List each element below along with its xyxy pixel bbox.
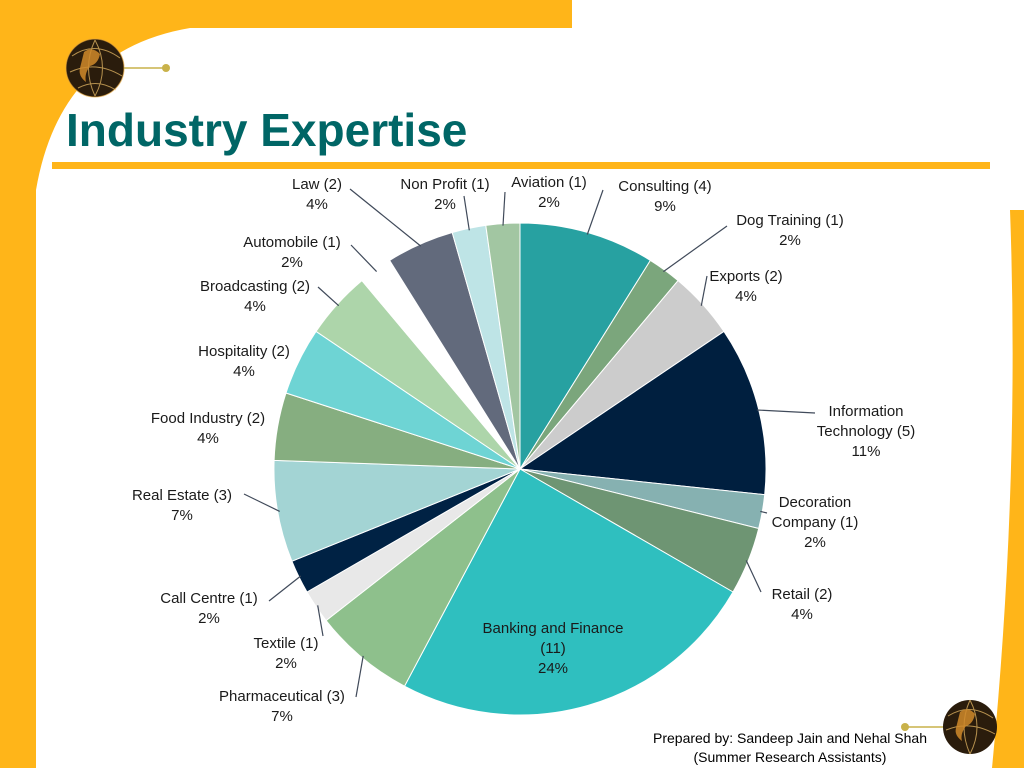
leader-line-automobile xyxy=(350,244,378,273)
data-label-name: (11) xyxy=(540,640,566,657)
pie-slices xyxy=(273,222,767,716)
data-label-percent: 4% xyxy=(735,288,757,305)
data-label-name: Banking and Finance xyxy=(483,620,624,637)
data-label-food-industry: Food Industry (2) 4% xyxy=(151,410,265,447)
data-label-percent: 7% xyxy=(171,507,193,524)
data-label-name: Hospitality (2) xyxy=(198,343,290,360)
data-label-consulting: Consulting (4) 9% xyxy=(618,178,711,215)
slide-title: Industry Expertise xyxy=(66,104,468,156)
data-label-name: Aviation (1) xyxy=(511,174,587,191)
data-label-percent: 2% xyxy=(779,232,801,249)
data-label-automobile: Automobile (1) 2% xyxy=(243,234,341,271)
leader-line-aviation xyxy=(502,191,506,226)
leader-line-call-centre xyxy=(268,575,302,602)
data-label-percent: 2% xyxy=(281,254,303,271)
data-label-banking-and-finance: Banking and Finance (11) 24% xyxy=(483,620,624,677)
data-label-name: Consulting (4) xyxy=(618,178,711,195)
globe-icon-body xyxy=(66,39,124,97)
data-label-name: Food Industry (2) xyxy=(151,410,265,427)
data-label-percent: 24% xyxy=(538,660,568,677)
data-label-name: Dog Training (1) xyxy=(736,212,844,229)
data-label-aviation: Aviation (1) 2% xyxy=(511,174,587,211)
leader-line-real-estate xyxy=(243,493,280,512)
data-label-percent: 4% xyxy=(791,606,813,623)
data-label-name: Non Profit (1) xyxy=(400,176,489,193)
data-label-pharmaceutical: Pharmaceutical (3) 7% xyxy=(219,688,345,725)
leader-lines xyxy=(243,188,816,698)
data-label-name: Technology (5) xyxy=(817,423,915,440)
footer-role: (Summer Research Assistants) xyxy=(693,749,887,765)
globe-icon-dot xyxy=(162,64,170,72)
data-label-non-profit: Non Profit (1) 2% xyxy=(400,176,489,213)
data-label-name: Retail (2) xyxy=(772,586,833,603)
data-label-name: Automobile (1) xyxy=(243,234,341,251)
globe-icon-footer-land xyxy=(955,709,975,741)
data-label-percent: 4% xyxy=(306,196,328,213)
slice-labels: Consulting (4) 9% Dog Training (1) 2% Export… xyxy=(132,174,915,725)
data-label-percent: 7% xyxy=(271,708,293,725)
data-label-decoration-company: Decoration Company (1) 2% xyxy=(772,494,859,551)
data-label-percent: 2% xyxy=(275,655,297,672)
data-label-exports: Exports (2) 4% xyxy=(709,268,782,305)
footer-credit: Prepared by: Sandeep Jain and Nehal Shah… xyxy=(560,729,1020,767)
leader-line-exports xyxy=(700,275,708,306)
data-label-broadcasting: Broadcasting (2) 4% xyxy=(200,278,310,315)
leader-line-information-technology xyxy=(756,409,816,414)
globe-icon-footer xyxy=(901,699,997,755)
leader-line-decoration-company xyxy=(760,510,768,514)
data-label-hospitality: Hospitality (2) 4% xyxy=(198,343,290,380)
left-accent-bar xyxy=(0,0,36,768)
pie-slice-banking-and-finance xyxy=(403,468,734,716)
data-label-percent: 11% xyxy=(852,443,881,460)
globe-icon-footer-dot xyxy=(901,723,909,731)
data-label-percent: 4% xyxy=(197,430,219,447)
data-label-percent: 2% xyxy=(198,610,220,627)
data-label-name: Company (1) xyxy=(772,514,859,531)
globe-icon-footer-body xyxy=(943,700,997,754)
data-label-retail: Retail (2) 4% xyxy=(772,586,833,623)
leader-line-dog-training xyxy=(663,225,728,273)
data-label-percent: 9% xyxy=(654,198,676,215)
data-label-real-estate: Real Estate (3) 7% xyxy=(132,487,232,524)
data-label-percent: 4% xyxy=(233,363,255,380)
data-label-percent: 4% xyxy=(244,298,266,315)
data-label-information-technology: Information Technology (5) 11% xyxy=(817,403,915,460)
globe-icon-land xyxy=(79,49,100,82)
top-accent-bar xyxy=(0,0,572,28)
right-accent-curve xyxy=(992,210,1024,768)
leader-line-broadcasting xyxy=(317,286,340,307)
data-label-name: Pharmaceutical (3) xyxy=(219,688,345,705)
leader-line-non-profit xyxy=(463,195,470,231)
data-label-name: Textile (1) xyxy=(253,635,318,652)
title-underline xyxy=(52,162,990,169)
data-label-name: Decoration xyxy=(779,494,852,511)
globe-icon-footer-grid xyxy=(945,699,996,755)
globe-icon xyxy=(65,38,170,98)
globe-icon-grid xyxy=(69,39,123,97)
data-label-name: Broadcasting (2) xyxy=(200,278,310,295)
data-label-call-centre: Call Centre (1) 2% xyxy=(160,590,258,627)
data-label-dog-training: Dog Training (1) 2% xyxy=(736,212,844,249)
data-label-percent: 2% xyxy=(434,196,456,213)
pie-slice-information-technology xyxy=(518,330,767,496)
footer-prepared-by: Prepared by: Sandeep Jain and Nehal Shah xyxy=(653,730,927,746)
data-label-law: Law (2) 4% xyxy=(292,176,342,213)
data-label-textile: Textile (1) 2% xyxy=(253,635,318,672)
data-label-name: Exports (2) xyxy=(709,268,782,285)
leader-line-law xyxy=(349,188,422,247)
data-label-percent: 2% xyxy=(804,534,826,551)
leader-line-pharmaceutical xyxy=(355,655,364,698)
leader-line-retail xyxy=(745,560,762,593)
data-label-name: Information xyxy=(828,403,903,420)
data-label-percent: 2% xyxy=(538,194,560,211)
data-label-name: Law (2) xyxy=(292,176,342,193)
data-label-name: Real Estate (3) xyxy=(132,487,232,504)
leader-line-consulting xyxy=(586,189,604,235)
leader-line-textile xyxy=(317,605,324,637)
data-label-name: Call Centre (1) xyxy=(160,590,258,607)
